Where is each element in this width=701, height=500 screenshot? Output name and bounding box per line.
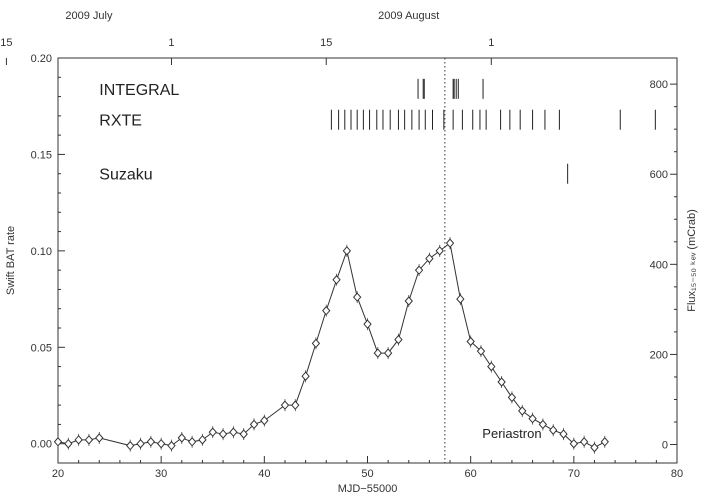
- observatory-label: Suzaku: [99, 167, 152, 184]
- x-tick-label: 70: [568, 468, 580, 480]
- x-tick-label: 40: [258, 468, 270, 480]
- data-point: [291, 400, 300, 410]
- observatory-group: INTEGRAL RXTE Suzaku: [99, 78, 656, 184]
- data-point: [363, 319, 372, 329]
- observatory-label: RXTE: [99, 113, 142, 130]
- data-point: [332, 275, 341, 285]
- data-point: [425, 253, 434, 264]
- top-month-label: 2009 August: [378, 10, 439, 22]
- data-point: [600, 437, 609, 447]
- y-tick-label: 0.15: [31, 149, 52, 161]
- data-point: [53, 437, 63, 447]
- light-curve-line: [57, 242, 606, 449]
- series-group: [53, 237, 609, 454]
- top-month-label: 2009 July: [65, 10, 113, 22]
- data-point: [476, 346, 486, 356]
- data-point: [538, 419, 548, 430]
- annotation-group: Periastron: [444, 58, 542, 463]
- data-point: [167, 440, 176, 451]
- top-tick-label: 1: [168, 37, 174, 49]
- data-point: [84, 435, 94, 445]
- x-tick-label: 30: [155, 468, 167, 480]
- axis-ticks-group: [5, 57, 678, 463]
- data-point: [157, 438, 166, 449]
- data-point: [229, 427, 238, 437]
- periastron-label: Periastron: [482, 426, 541, 441]
- x-tick-label: 80: [671, 468, 683, 480]
- right-y-tick-label: 400: [650, 259, 668, 271]
- data-point: [95, 433, 104, 443]
- data-point: [260, 415, 269, 426]
- observatory-label: INTEGRAL: [99, 82, 179, 99]
- data-point: [404, 296, 413, 306]
- data-point: [528, 413, 537, 424]
- data-point: [507, 392, 517, 403]
- data-point: [579, 437, 589, 447]
- right-y-tick-label: 200: [650, 349, 668, 361]
- data-point: [383, 348, 393, 358]
- data-point: [126, 440, 135, 451]
- data-point: [342, 246, 352, 256]
- data-point: [414, 265, 424, 275]
- data-point: [187, 437, 197, 447]
- y-axis-title: Swift BAT rate: [5, 226, 17, 295]
- data-point: [322, 305, 331, 316]
- data-point: [239, 429, 248, 439]
- x-tick-label: 20: [52, 468, 64, 480]
- right-y-tick-label: 600: [650, 169, 668, 181]
- data-point: [64, 438, 73, 449]
- data-point: [518, 406, 527, 416]
- top-tick-label: 1: [488, 37, 494, 49]
- data-point: [549, 425, 558, 435]
- y-tick-label: 0.00: [31, 439, 52, 451]
- data-point: [497, 377, 506, 387]
- data-point: [198, 435, 207, 445]
- data-point: [177, 433, 186, 443]
- data-point: [136, 438, 145, 449]
- data-point: [445, 238, 455, 248]
- data-point: [590, 442, 599, 453]
- x-tick-label: 60: [465, 468, 477, 480]
- right-y-axis-title: Flux₁₅₋₅₀ ₖₑᵥ (mCrab): [686, 209, 698, 311]
- data-point: [218, 429, 228, 439]
- data-point: [487, 361, 496, 372]
- tick-labels-group: 20 30 40 50 60 70 80 MJD−55000 0.00 0.05 0.10 0.15 0…: [0, 10, 698, 495]
- x-tick-label: 50: [361, 468, 373, 480]
- y-tick-label: 0.10: [31, 246, 52, 258]
- plot-frame: [57, 57, 678, 464]
- data-point: [301, 371, 310, 381]
- data-point: [146, 437, 156, 447]
- data-point: [559, 429, 568, 439]
- data-point: [311, 338, 321, 349]
- y-tick-label: 0.20: [31, 53, 52, 65]
- data-point: [208, 427, 217, 437]
- data-point: [249, 419, 259, 430]
- data-point: [466, 336, 475, 347]
- y-tick-label: 0.05: [31, 342, 52, 354]
- right-y-tick-label: 800: [650, 79, 668, 91]
- top-tick-label: 15: [320, 37, 332, 49]
- right-y-tick-label: 0: [662, 440, 668, 452]
- data-point: [373, 348, 382, 358]
- data-point: [353, 292, 362, 302]
- x-axis-title: MJD−55000: [338, 483, 398, 495]
- data-point: [456, 294, 465, 304]
- data-point: [569, 438, 578, 449]
- data-point: [394, 334, 403, 345]
- data-point: [74, 435, 83, 445]
- data-point: [435, 246, 444, 256]
- top-tick-label: 15: [0, 37, 12, 49]
- data-point: [280, 400, 290, 410]
